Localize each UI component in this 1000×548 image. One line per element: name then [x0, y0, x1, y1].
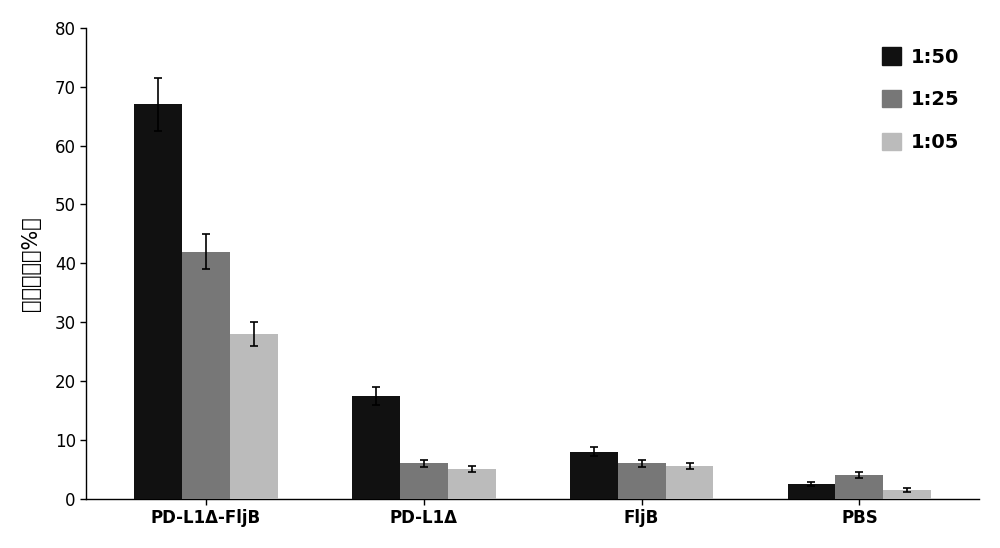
Bar — [883, 490, 931, 499]
Bar — [666, 466, 713, 499]
Bar — [134, 104, 182, 499]
Legend: 1:50, 1:25, 1:05: 1:50, 1:25, 1:05 — [872, 38, 969, 162]
Bar — [400, 464, 448, 499]
Bar — [352, 396, 400, 499]
Bar — [182, 252, 230, 499]
Bar — [835, 475, 883, 499]
Bar — [448, 469, 496, 499]
Bar — [788, 484, 835, 499]
Bar — [230, 334, 278, 499]
Bar — [618, 464, 666, 499]
Y-axis label: 细胞杀伤（%）: 细胞杀伤（%） — [21, 216, 41, 311]
Bar — [570, 452, 618, 499]
